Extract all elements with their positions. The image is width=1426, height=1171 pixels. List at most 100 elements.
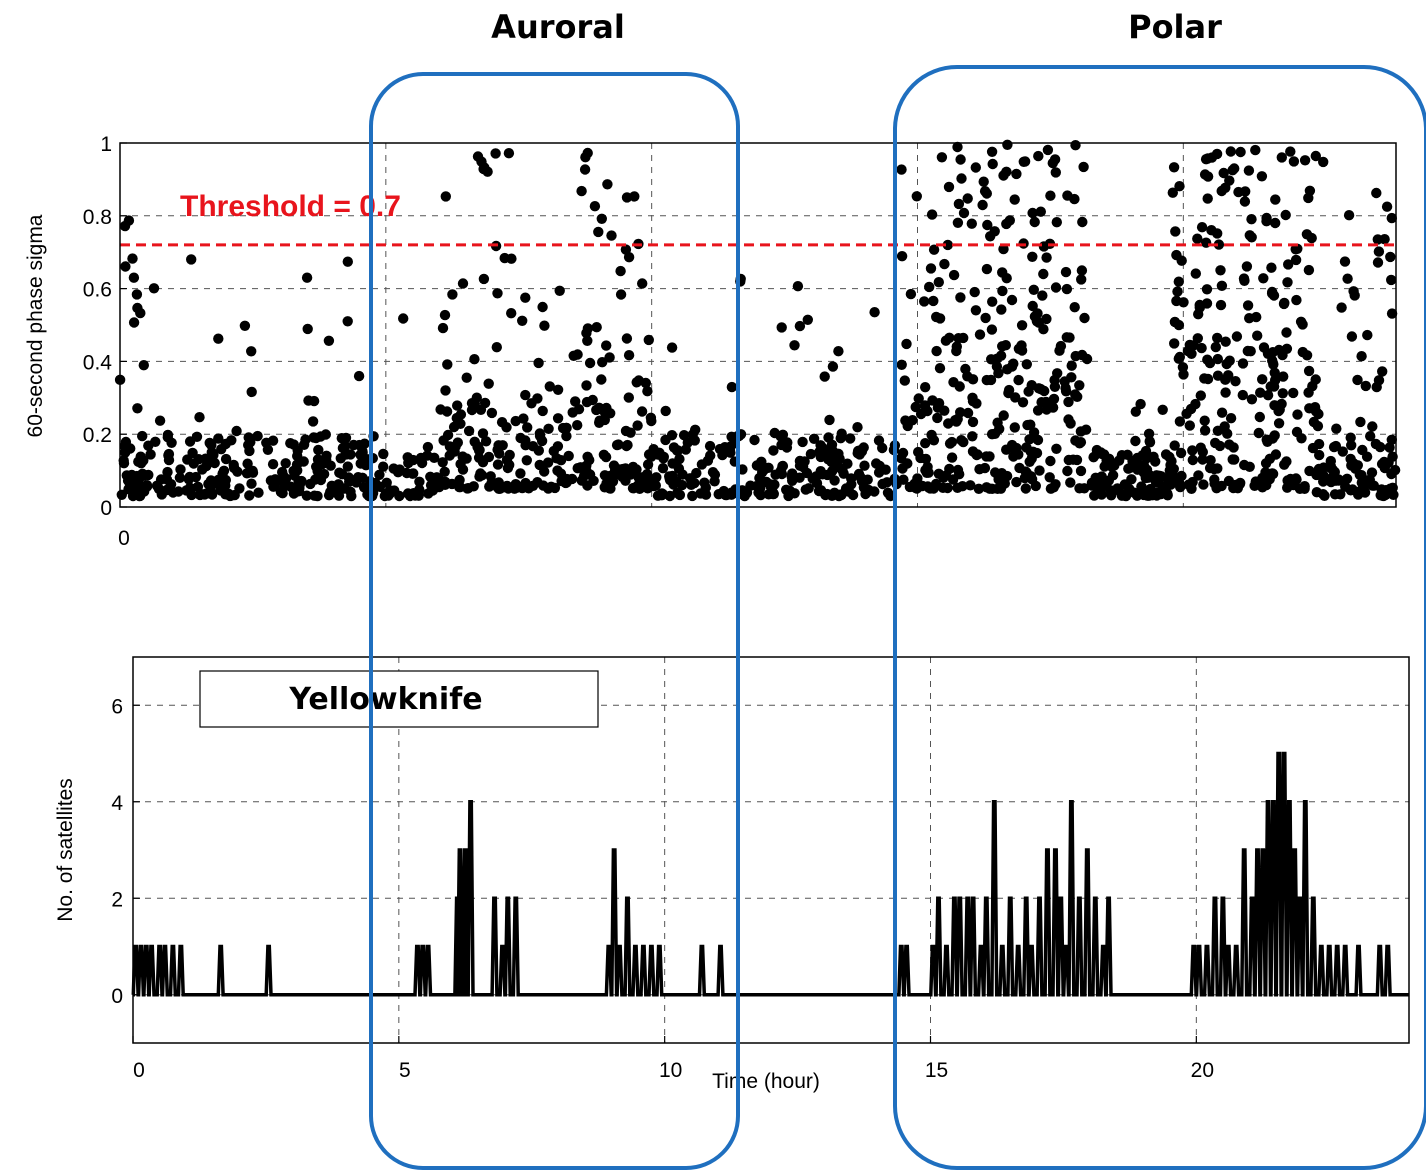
sigma-point bbox=[1213, 239, 1225, 250]
sigma-point bbox=[1045, 190, 1056, 201]
sigma-point bbox=[209, 457, 220, 469]
sigma-point bbox=[817, 469, 828, 480]
sigma-point bbox=[175, 464, 186, 475]
sigma-point bbox=[437, 322, 449, 334]
sigma-point bbox=[1066, 372, 1077, 383]
sigma-point bbox=[1011, 168, 1022, 180]
sigma-point bbox=[967, 396, 979, 407]
sigma-point bbox=[1006, 294, 1018, 306]
sigma-point bbox=[601, 340, 612, 351]
sigma-point bbox=[996, 304, 1007, 315]
sigma-point bbox=[1303, 264, 1315, 276]
sigma-point bbox=[579, 164, 591, 175]
sigma-point bbox=[1290, 254, 1302, 266]
sigma-point bbox=[537, 405, 548, 417]
sigma-point bbox=[615, 265, 626, 277]
sigma-point bbox=[1184, 339, 1196, 351]
sigma-point bbox=[570, 396, 581, 407]
sigma-point bbox=[599, 470, 611, 481]
sigma-point bbox=[1224, 175, 1235, 186]
sigma-point bbox=[953, 198, 965, 210]
sigma-point bbox=[1176, 255, 1187, 266]
sigma-point bbox=[1022, 419, 1033, 431]
sigma-point bbox=[278, 470, 289, 482]
sigma-point bbox=[1343, 210, 1355, 221]
sigma-point bbox=[486, 407, 498, 419]
sigma-point bbox=[291, 459, 303, 470]
sigma-point bbox=[940, 335, 952, 346]
sigma-point bbox=[469, 354, 480, 365]
sigma-point bbox=[1074, 483, 1085, 494]
sigma-point bbox=[523, 483, 534, 494]
sigma-point bbox=[325, 486, 336, 498]
sigma-point bbox=[128, 317, 140, 328]
sigma-point bbox=[455, 409, 467, 420]
sigma-point bbox=[494, 448, 505, 459]
sigma-point bbox=[1001, 444, 1012, 455]
sigma-point bbox=[477, 428, 489, 439]
sigma-point bbox=[1187, 476, 1198, 488]
sigma-point bbox=[896, 251, 908, 262]
sigma-point bbox=[1219, 421, 1230, 432]
sigma-point bbox=[1190, 268, 1202, 279]
sigma-point bbox=[672, 445, 684, 456]
sigma-point bbox=[1246, 214, 1257, 225]
sigma-point bbox=[1199, 169, 1211, 180]
sigma-point bbox=[1268, 359, 1279, 370]
sigma-point bbox=[972, 449, 983, 460]
sigma-point bbox=[576, 475, 587, 486]
sigma-point bbox=[1060, 386, 1072, 397]
sigma-point bbox=[936, 152, 948, 163]
sigma-point bbox=[442, 359, 453, 370]
sigma-point bbox=[1040, 396, 1052, 408]
sigma-point bbox=[833, 346, 844, 357]
bottom-x-tick-label: 0 bbox=[133, 1059, 145, 1082]
sigma-point bbox=[1285, 146, 1296, 157]
top-y-tick-label: 0 bbox=[100, 497, 112, 520]
sigma-point bbox=[504, 459, 515, 471]
sigma-point bbox=[1318, 156, 1329, 168]
sigma-point bbox=[461, 372, 472, 383]
sigma-point bbox=[1069, 193, 1080, 205]
sigma-point bbox=[1060, 266, 1072, 278]
sigma-point bbox=[1172, 286, 1183, 297]
sigma-point bbox=[1029, 216, 1040, 228]
sigma-point bbox=[958, 332, 969, 344]
sigma-point bbox=[280, 458, 291, 469]
sigma-point bbox=[620, 425, 632, 437]
sigma-point bbox=[1230, 376, 1241, 387]
sigma-point bbox=[1330, 475, 1342, 486]
sigma-point bbox=[1044, 472, 1055, 483]
sigma-point bbox=[621, 333, 633, 344]
sigma-point bbox=[955, 292, 966, 303]
sigma-point bbox=[1187, 445, 1198, 456]
sigma-point bbox=[852, 445, 864, 457]
sigma-point bbox=[1267, 347, 1279, 358]
sigma-point bbox=[520, 389, 531, 401]
sigma-point bbox=[447, 289, 458, 300]
sigma-point bbox=[1103, 475, 1115, 486]
sigma-point bbox=[602, 179, 613, 190]
sigma-point bbox=[143, 440, 154, 451]
sigma-point bbox=[1021, 359, 1032, 370]
sigma-point bbox=[962, 407, 974, 419]
sigma-point bbox=[1174, 181, 1185, 192]
sigma-point bbox=[1215, 265, 1226, 276]
sigma-point bbox=[473, 452, 485, 463]
sigma-point bbox=[699, 477, 710, 488]
sigma-point bbox=[463, 425, 475, 437]
sigma-point bbox=[1197, 446, 1209, 458]
sigma-point bbox=[1008, 358, 1019, 369]
sigma-point bbox=[492, 459, 504, 470]
sigma-point bbox=[629, 191, 640, 202]
sigma-point bbox=[402, 452, 413, 463]
sigma-point bbox=[993, 368, 1004, 379]
sigma-point bbox=[987, 158, 998, 170]
sigma-point bbox=[967, 416, 979, 428]
sigma-point bbox=[1251, 311, 1262, 323]
sigma-point bbox=[952, 141, 963, 153]
sigma-point bbox=[797, 436, 808, 448]
sigma-point bbox=[948, 269, 960, 281]
sigma-point bbox=[155, 474, 167, 485]
sigma-point bbox=[1313, 408, 1324, 420]
